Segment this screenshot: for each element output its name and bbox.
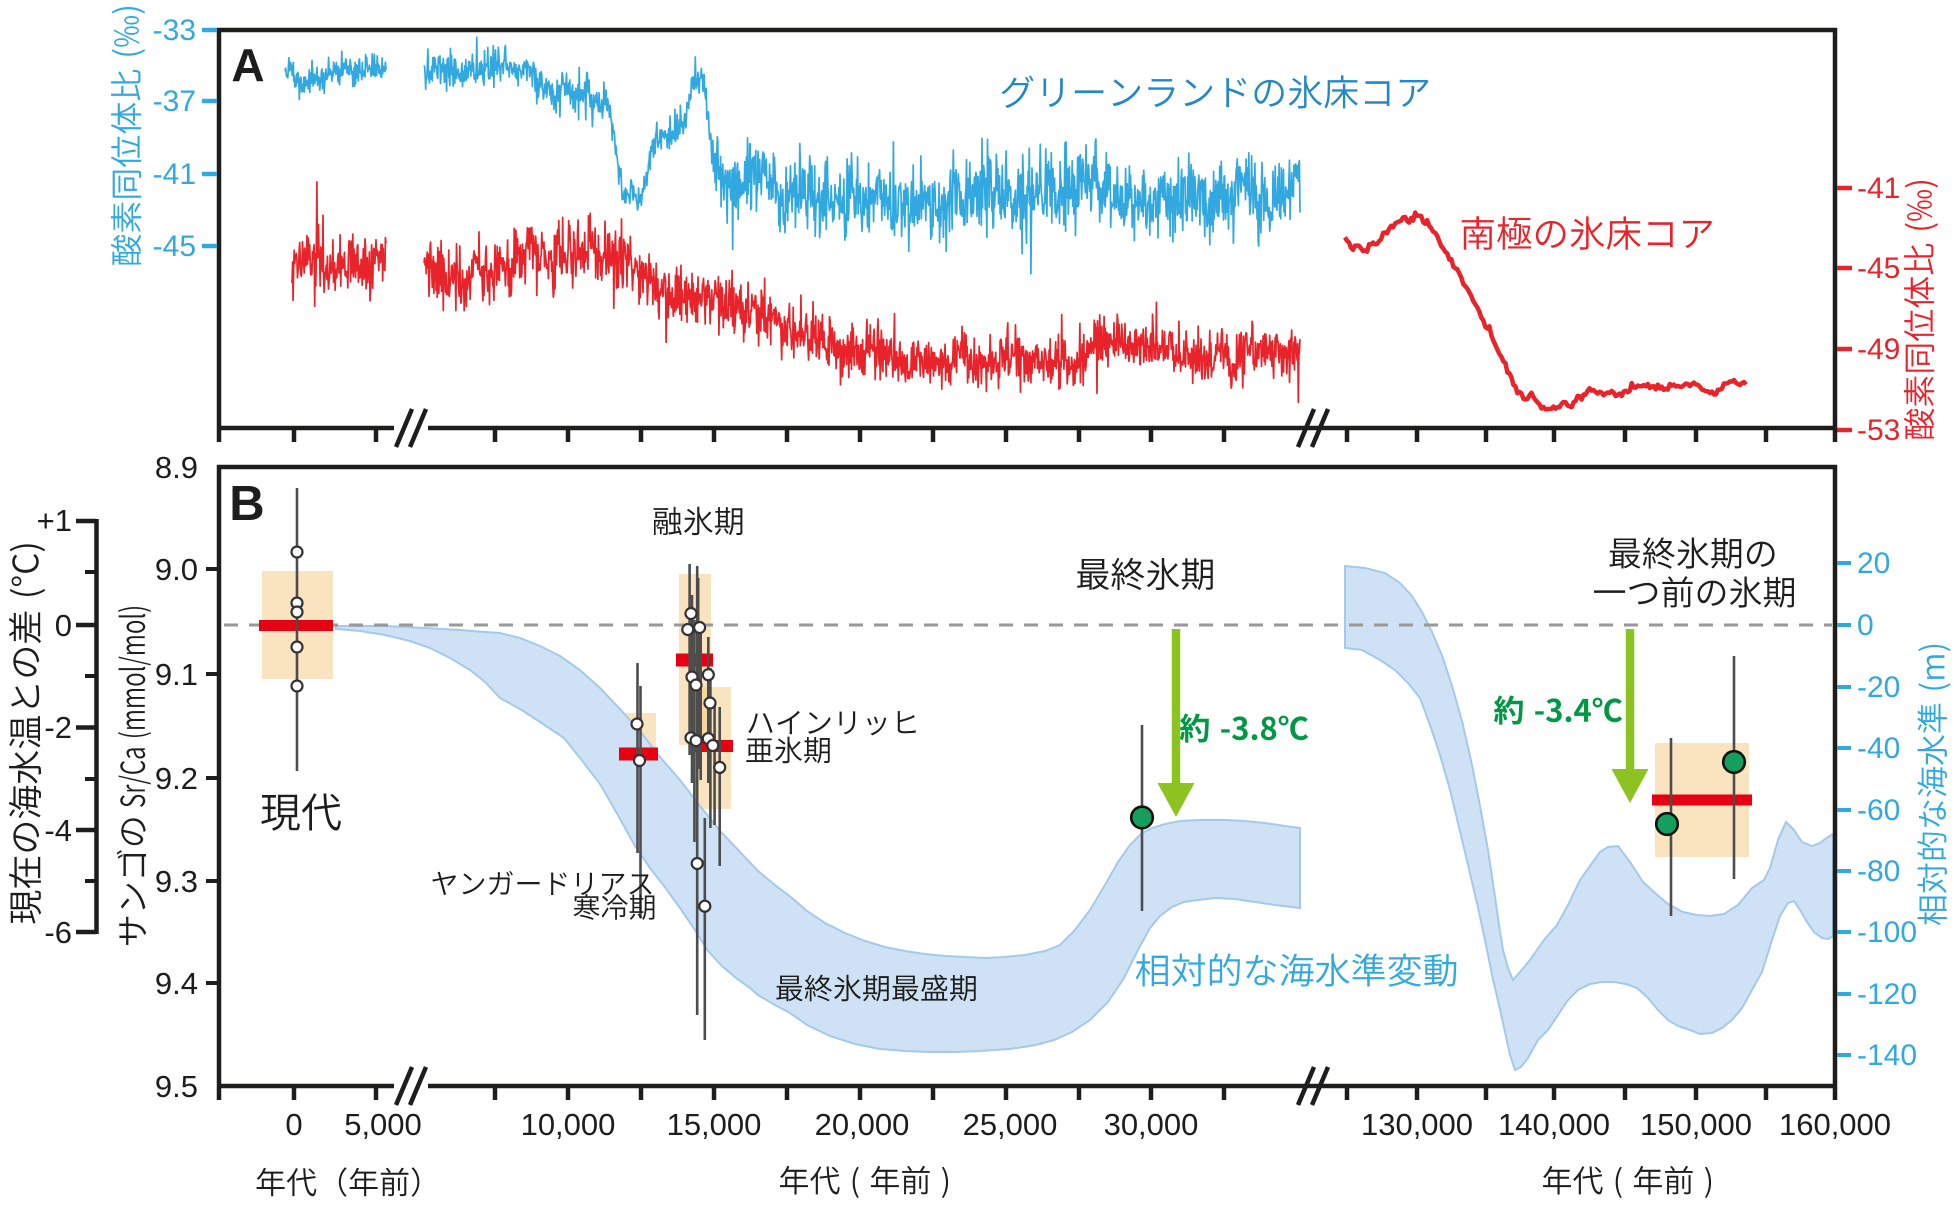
svg-text:-60: -60 — [1857, 794, 1900, 827]
svg-text:-33: -33 — [153, 14, 196, 47]
svg-text:-49: -49 — [1857, 333, 1900, 366]
svg-text:-20: -20 — [1857, 671, 1900, 704]
svg-text:20: 20 — [1857, 547, 1890, 580]
svg-text:-37: -37 — [153, 85, 196, 118]
svg-text:9.0: 9.0 — [155, 552, 198, 587]
svg-text:9.4: 9.4 — [155, 966, 198, 1001]
svg-text:-140: -140 — [1857, 1039, 1917, 1072]
svg-text:-80: -80 — [1857, 855, 1900, 888]
svg-text:0: 0 — [55, 608, 72, 643]
svg-text:10,000: 10,000 — [521, 1107, 616, 1142]
svg-text:9.5: 9.5 — [155, 1069, 198, 1104]
svg-text:-6: -6 — [44, 915, 72, 950]
svg-text:-4: -4 — [44, 813, 72, 848]
svg-text:0: 0 — [1857, 609, 1874, 642]
svg-text:160,000: 160,000 — [1779, 1107, 1891, 1142]
svg-text:-53: -53 — [1857, 414, 1900, 447]
svg-text:20,000: 20,000 — [815, 1107, 910, 1142]
svg-text:0: 0 — [285, 1107, 302, 1142]
svg-text:+1: +1 — [37, 503, 72, 538]
svg-text:9.2: 9.2 — [155, 761, 198, 796]
svg-text:9.3: 9.3 — [155, 864, 198, 899]
svg-text:-100: -100 — [1857, 916, 1917, 949]
svg-text:30,000: 30,000 — [1104, 1107, 1199, 1142]
svg-text:-41: -41 — [153, 158, 196, 191]
svg-text:-120: -120 — [1857, 978, 1917, 1011]
svg-text:9.1: 9.1 — [155, 657, 198, 692]
svg-text:8.9: 8.9 — [155, 450, 198, 485]
svg-text:150,000: 150,000 — [1640, 1107, 1752, 1142]
svg-text:15,000: 15,000 — [667, 1107, 762, 1142]
svg-text:25,000: 25,000 — [963, 1107, 1058, 1142]
svg-text:A: A — [231, 39, 264, 91]
svg-text:5,000: 5,000 — [344, 1107, 422, 1142]
svg-text:-45: -45 — [1857, 252, 1900, 285]
svg-text:B: B — [229, 477, 264, 531]
svg-text:-41: -41 — [1857, 172, 1900, 205]
svg-text:140,000: 140,000 — [1498, 1107, 1610, 1142]
svg-text:-45: -45 — [153, 230, 196, 263]
svg-text:-40: -40 — [1857, 732, 1900, 765]
svg-text:-2: -2 — [44, 710, 72, 745]
svg-text:130,000: 130,000 — [1361, 1107, 1473, 1142]
